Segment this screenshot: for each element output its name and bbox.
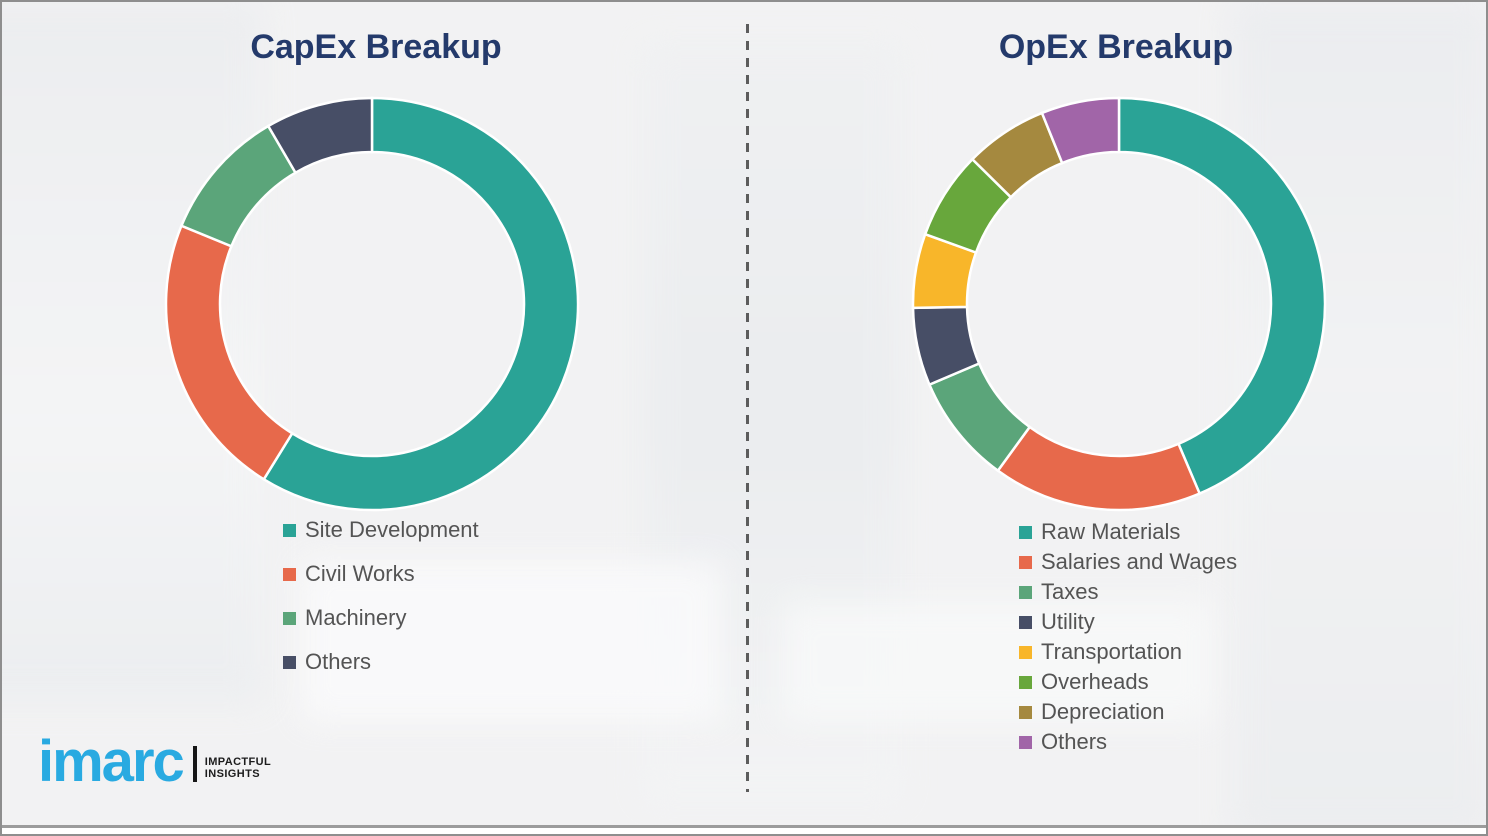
legend-label-raw-materials: Raw Materials bbox=[1041, 519, 1181, 544]
legend-marker-taxes bbox=[1019, 585, 1032, 599]
opex-legend: Raw Materials Salaries and Wages Taxes Util… bbox=[1019, 519, 1238, 760]
logo-tagline: IMPACTFUL INSIGHTS bbox=[205, 756, 271, 780]
donut-segment-others bbox=[266, 96, 374, 175]
legend-marker-depreciation bbox=[1019, 705, 1032, 719]
legend-marker-machinery bbox=[283, 611, 296, 625]
legend-item-machinery: Machinery bbox=[283, 605, 479, 630]
legend-label-overheads: Overheads bbox=[1041, 669, 1149, 694]
legend-label-site-development: Site Development bbox=[305, 517, 479, 542]
legend-item-overheads: Overheads bbox=[1019, 669, 1237, 694]
legend-item-others: Others bbox=[283, 649, 479, 674]
legend-label-others: Others bbox=[1041, 729, 1108, 754]
donut-segment-site-development bbox=[262, 96, 580, 512]
legend-marker-others bbox=[283, 655, 296, 669]
legend-label-machinery: Machinery bbox=[305, 605, 407, 630]
opex-donut-chart bbox=[911, 96, 1327, 512]
donut-segment-others bbox=[1040, 96, 1121, 165]
legend-label-salaries-and-wages: Salaries and Wages bbox=[1041, 549, 1238, 574]
logo-tagline-line1: IMPACTFUL bbox=[204, 756, 272, 769]
capex-chart-title: CapEx Breakup bbox=[250, 28, 502, 66]
legend-item-utility: Utility bbox=[1019, 609, 1237, 634]
opex-chart-title: OpEx Breakup bbox=[998, 28, 1234, 66]
legend-item-depreciation: Depreciation bbox=[1019, 699, 1237, 724]
donut-segment-salaries-and-wages bbox=[996, 425, 1202, 512]
legend-marker-civil-works bbox=[283, 567, 296, 581]
legend-label-others: Others bbox=[305, 649, 372, 674]
legend-marker-raw-materials bbox=[1019, 525, 1032, 539]
legend-label-depreciation: Depreciation bbox=[1041, 699, 1165, 724]
legend-label-civil-works: Civil Works bbox=[305, 561, 415, 586]
legend-item-site-development: Site Development bbox=[283, 517, 479, 542]
bottom-margin bbox=[2, 828, 1486, 834]
capex-donut-chart bbox=[164, 96, 580, 512]
logo-tagline-line2: INSIGHTS bbox=[204, 768, 260, 781]
bottom-border-line bbox=[2, 825, 1486, 828]
legend-marker-utility bbox=[1019, 615, 1032, 629]
legend-label-transportation: Transportation bbox=[1041, 639, 1183, 664]
donut-segment-civil-works bbox=[164, 224, 294, 482]
legend-marker-overheads bbox=[1019, 675, 1032, 689]
legend-marker-transportation bbox=[1019, 645, 1032, 659]
background-texture bbox=[642, 42, 902, 802]
capex-legend: Site Development Civil Works Machinery Othe… bbox=[283, 517, 479, 694]
legend-marker-site-development bbox=[283, 523, 296, 537]
legend-item-raw-materials: Raw Materials bbox=[1019, 519, 1237, 544]
legend-marker-others bbox=[1019, 735, 1032, 749]
imarc-logo-text: imarc bbox=[38, 729, 185, 794]
legend-item-others: Others bbox=[1019, 729, 1237, 754]
legend-item-civil-works: Civil Works bbox=[283, 561, 479, 586]
legend-label-taxes: Taxes bbox=[1041, 579, 1099, 604]
legend-item-taxes: Taxes bbox=[1019, 579, 1237, 604]
legend-label-utility: Utility bbox=[1041, 609, 1095, 634]
logo-divider-bar bbox=[192, 746, 197, 783]
legend-marker-salaries-and-wages bbox=[1019, 555, 1032, 569]
legend-item-transportation: Transportation bbox=[1019, 639, 1237, 664]
legend-item-salaries-and-wages: Salaries and Wages bbox=[1019, 549, 1238, 574]
imarc-logo: imarc IMPACTFUL INSIGHTS bbox=[38, 729, 271, 794]
panel-divider-dashed-line bbox=[746, 24, 749, 792]
donut-segment-raw-materials bbox=[1117, 96, 1327, 496]
